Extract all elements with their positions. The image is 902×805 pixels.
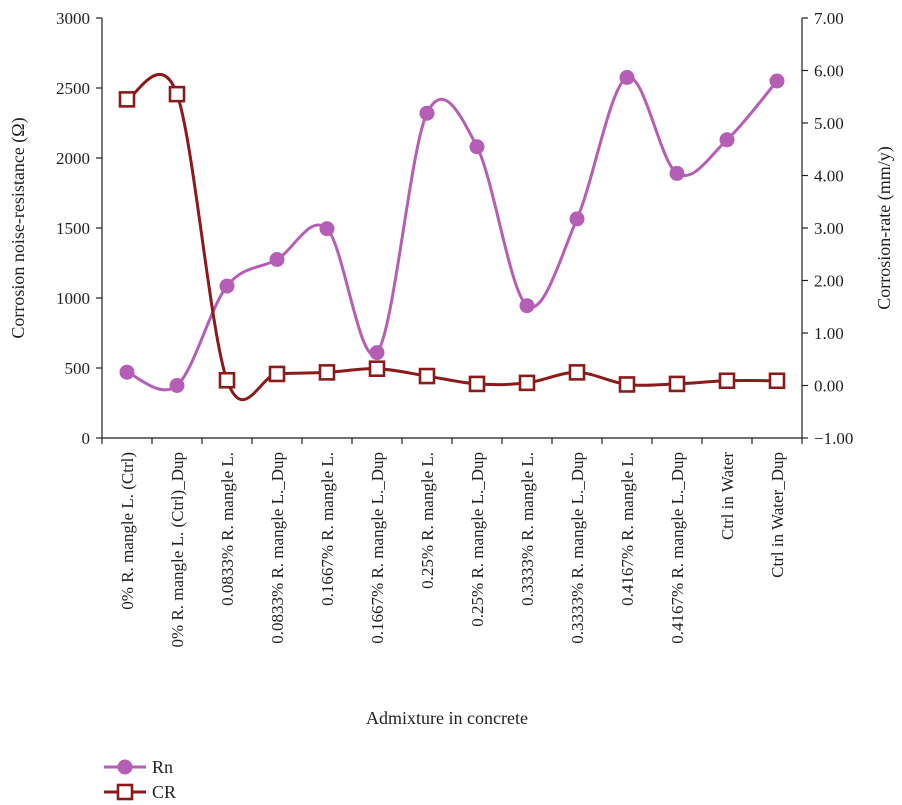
series-rn-point	[319, 221, 335, 237]
y-left-tick-label: 0	[82, 429, 91, 448]
y-left-tick-label: 500	[65, 359, 91, 378]
x-axis-title: Admixture in concrete	[366, 708, 528, 728]
y-left-tick-label: 3000	[56, 9, 90, 28]
series-cr-point	[718, 372, 736, 390]
y-left-tick-label: 2000	[56, 149, 90, 168]
y-right-tick-label: 6.00	[814, 62, 844, 81]
series-layer	[118, 70, 786, 401]
series-cr-point	[118, 91, 136, 108]
y-left-tick-label: 1500	[56, 219, 90, 238]
y-left-tick-label: 1000	[56, 289, 90, 308]
legend-rn-label: Rn	[152, 757, 173, 777]
x-tick-label: 0.1667% R. mangle L._Dup	[368, 452, 387, 644]
series-rn-point	[569, 211, 585, 227]
series-rn-point	[769, 73, 785, 89]
legend-cr-label: CR	[152, 782, 176, 802]
legend-cr-marker	[116, 783, 134, 801]
series-rn-point	[719, 132, 735, 148]
series-cr-point	[268, 365, 286, 383]
y-right-tick-label: 3.00	[814, 219, 844, 238]
y-axis-right-title: Corrosion-rate (mm/y)	[874, 146, 895, 309]
x-tick-label: 0.4167% R. mangle L._Dup	[668, 452, 687, 644]
series-rn-point	[269, 252, 285, 267]
series-cr-point	[768, 372, 786, 390]
series-rn-point	[369, 345, 385, 361]
series-cr-point	[518, 374, 536, 392]
series-rn-point	[619, 70, 635, 85]
series-cr-point	[668, 375, 686, 393]
series-cr-point	[418, 367, 436, 385]
x-tick-label: 0% R. mangle L. (Ctrl)	[118, 452, 137, 610]
y-left-tick-label: 2500	[56, 79, 90, 98]
series-cr-point	[218, 371, 236, 389]
series-rn-point	[219, 278, 235, 294]
x-tick-label: Ctrl in Water	[718, 452, 737, 540]
series-rn-point	[519, 298, 535, 314]
series-cr-point	[318, 364, 336, 381]
x-tick-label: 0% R. mangle L. (Ctrl)_Dup	[168, 452, 187, 647]
legend-rn-marker	[117, 759, 133, 775]
series-rn-point	[669, 165, 685, 181]
y-right-tick-label: 0.00	[814, 377, 844, 396]
legend: Rn CR	[104, 757, 176, 802]
series-rn-point	[419, 105, 435, 121]
x-tick-label: 0.0833% R. mangle L.	[218, 452, 237, 606]
x-tick-label: 0.1667% R. mangle L.	[318, 452, 337, 606]
series-cr-point	[618, 376, 636, 393]
x-tick-label: 0.25% R. mangle L.	[418, 452, 437, 589]
series-cr-point	[368, 360, 386, 378]
x-tick-label: 0.3333% R. mangle L._Dup	[568, 452, 587, 644]
x-tick-label: Ctrl in Water_Dup	[768, 452, 787, 578]
x-tick-label: 0.0833% R. mangle L._Dup	[268, 452, 287, 644]
series-rn-line	[126, 75, 779, 392]
series-rn-point	[469, 139, 485, 155]
y-right-tick-label: 7.00	[814, 9, 844, 28]
x-tick-label: 0.3333% R. mangle L.	[518, 452, 537, 606]
x-tick-label: 0.25% R. mangle L._Dup	[468, 452, 487, 627]
axes: 0 500 1000 1500 2000 2500 3000 −1.00 0.00 1.00 2.0…	[56, 9, 853, 647]
x-tick-label: 0.4167% R. mangle L.	[618, 452, 637, 606]
series-cr-point	[568, 364, 586, 381]
series-rn-point	[169, 378, 185, 393]
y-right-tick-label: 2.00	[814, 272, 844, 291]
y-right-tick-label: 5.00	[814, 114, 844, 133]
y-right-tick-label: 1.00	[814, 324, 844, 343]
series-cr-point	[168, 85, 186, 103]
series-cr-point	[468, 375, 486, 393]
y-right-tick-label: −1.00	[814, 429, 853, 448]
y-right-tick-label: 4.00	[814, 167, 844, 186]
y-axis-left-title: Corrosion noise-resistance (Ω)	[8, 117, 29, 338]
series-cr-line	[126, 73, 778, 401]
series-rn-point	[119, 364, 135, 380]
